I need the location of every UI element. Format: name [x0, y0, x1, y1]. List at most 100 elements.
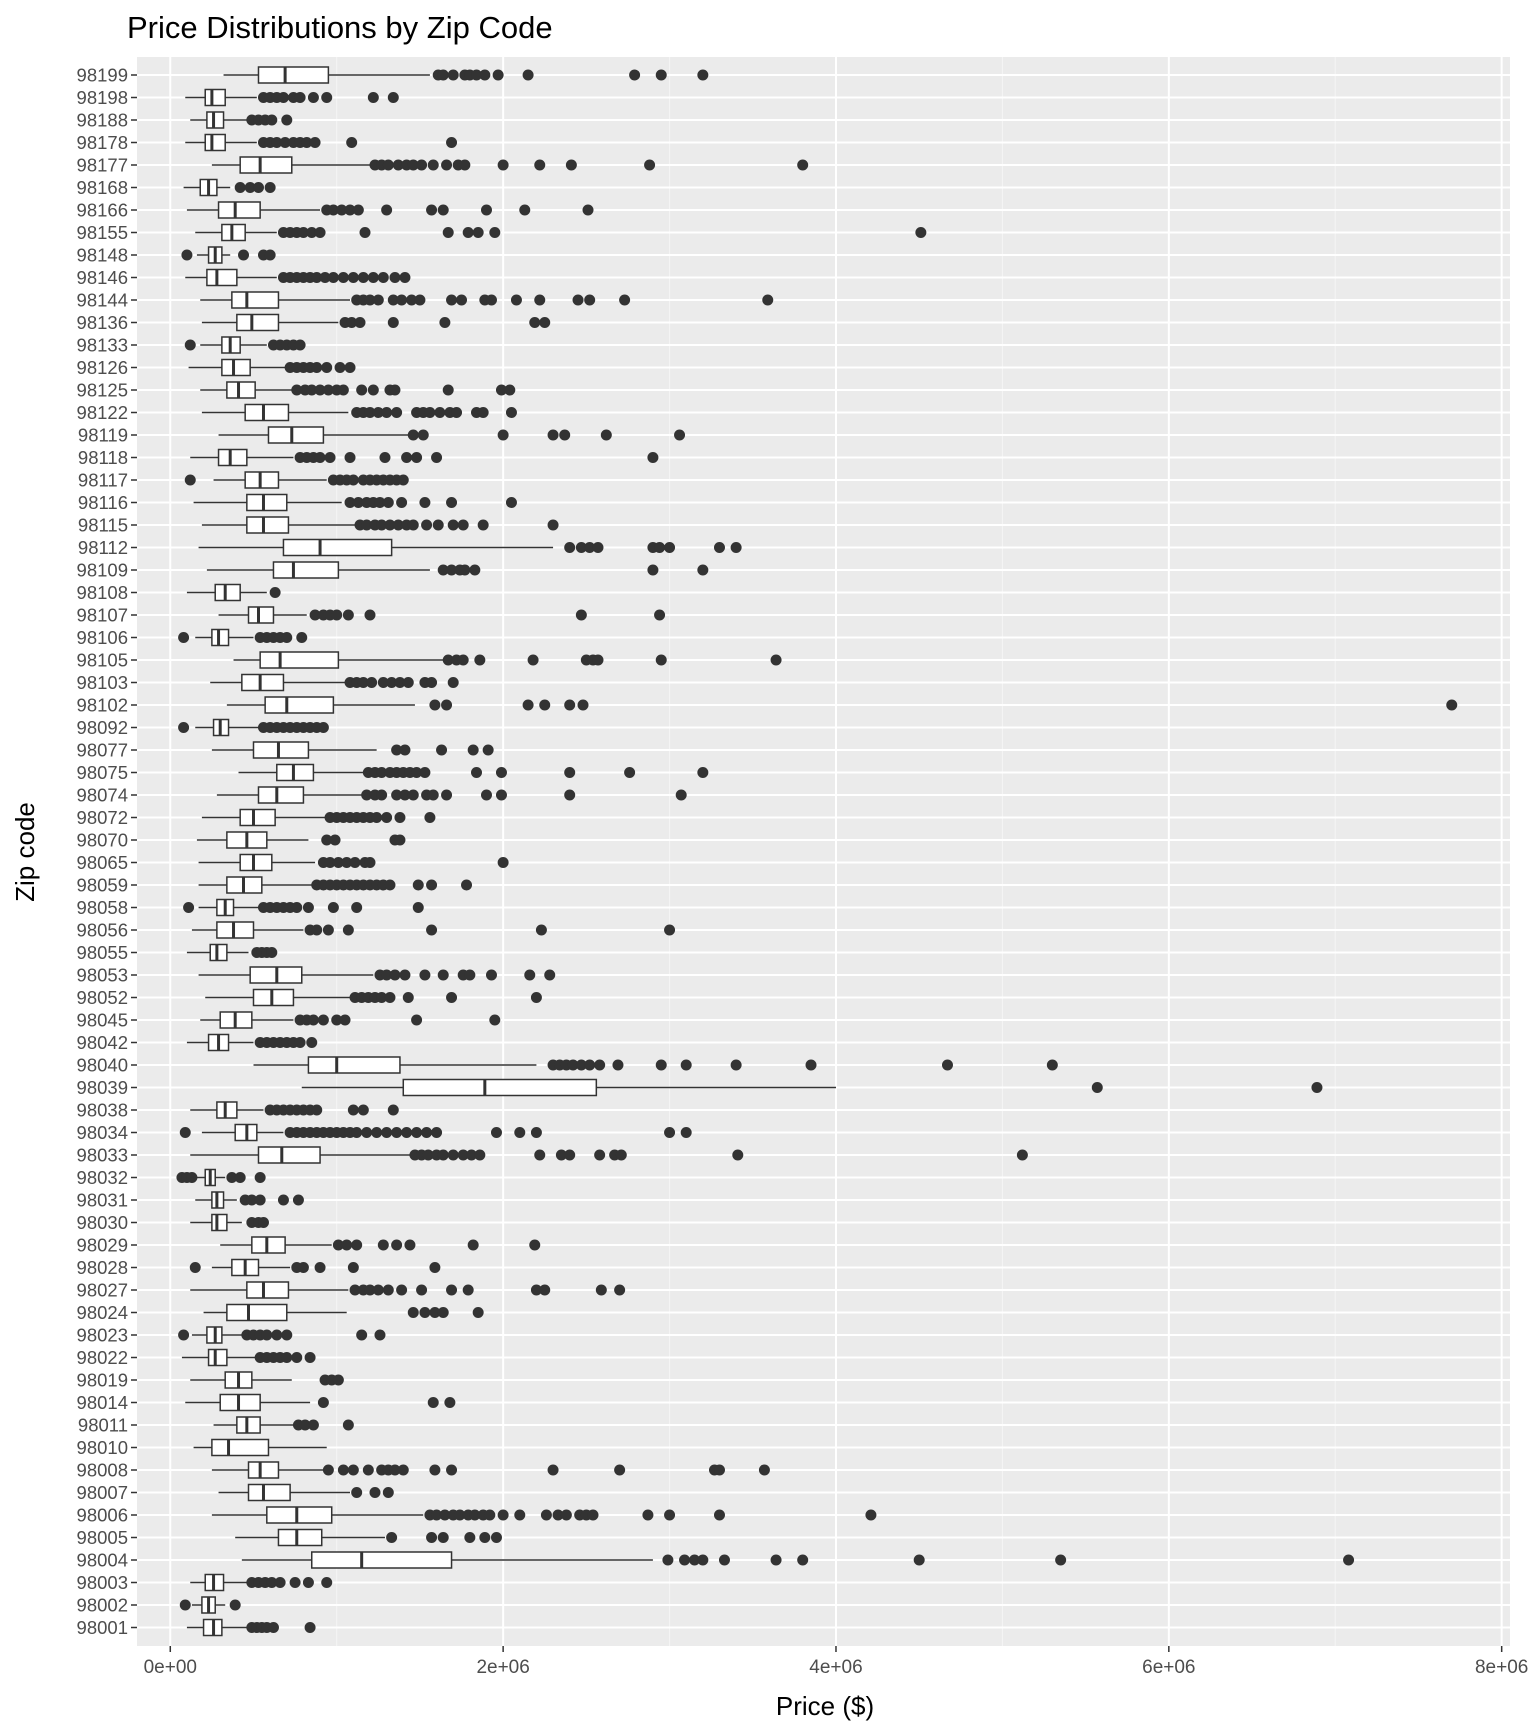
box-98092 — [178, 718, 329, 737]
box-98052 — [205, 988, 542, 1007]
iqr-box — [221, 223, 246, 242]
iqr-box — [257, 786, 305, 804]
outlier-point — [426, 879, 438, 891]
outlier-point — [624, 767, 636, 778]
outlier-point — [361, 789, 373, 801]
y-tick-label: 98119 — [78, 425, 128, 446]
outlier-point — [614, 1284, 626, 1296]
outlier-point — [396, 497, 408, 508]
outlier-point — [697, 69, 709, 81]
y-tick-label: 98126 — [77, 357, 128, 378]
y-tick-label: 98033 — [77, 1145, 128, 1166]
outlier-point — [327, 272, 339, 283]
outlier-point — [426, 677, 438, 688]
outlier-point — [376, 519, 388, 531]
outlier-point — [619, 294, 631, 306]
y-tick-label: 98003 — [77, 1572, 128, 1593]
outlier-point — [399, 789, 411, 801]
outlier-point — [664, 542, 676, 553]
outlier-point — [437, 969, 449, 981]
outlier-point — [614, 1464, 626, 1476]
box-98031 — [195, 1191, 304, 1209]
outlier-point — [354, 317, 366, 328]
outlier-point — [179, 1599, 191, 1611]
outlier-point — [429, 1262, 441, 1273]
outlier-point — [664, 1509, 676, 1521]
outlier-point — [314, 452, 326, 463]
outlier-point — [327, 204, 339, 216]
outlier-point — [592, 654, 604, 666]
outlier-point — [431, 452, 443, 463]
box-98198 — [185, 88, 399, 107]
outlier-point — [680, 1127, 692, 1138]
y-tick-label: 98168 — [77, 177, 128, 198]
y-tick-label: 98107 — [77, 605, 128, 626]
outlier-point — [547, 519, 559, 531]
outlier-point — [336, 204, 348, 216]
outlier-point — [797, 1554, 809, 1566]
outlier-point — [322, 924, 334, 936]
outlier-point — [462, 227, 474, 238]
outlier-point — [1446, 699, 1458, 711]
outlier-point — [384, 879, 396, 891]
outlier-point — [485, 294, 497, 306]
outlier-point — [264, 182, 276, 193]
outlier-point — [479, 1532, 491, 1543]
box-98118 — [190, 448, 659, 467]
outlier-point — [356, 1329, 368, 1341]
outlier-point — [347, 474, 359, 486]
outlier-point — [662, 1554, 674, 1566]
outlier-point — [451, 407, 463, 418]
outlier-point — [419, 497, 431, 508]
outlier-point — [469, 564, 481, 576]
outlier-point — [615, 1149, 627, 1161]
iqr-box — [246, 493, 288, 512]
outlier-point — [679, 1554, 691, 1566]
box-98053 — [198, 966, 556, 984]
y-tick-label: 98052 — [77, 987, 128, 1008]
outlier-point — [474, 1149, 486, 1161]
y-tick-label: 98029 — [77, 1235, 128, 1256]
outlier-point — [306, 384, 318, 396]
x-tick-label: 2e+06 — [476, 1657, 529, 1678]
y-tick-label: 98092 — [77, 717, 128, 738]
outlier-point — [392, 159, 404, 171]
outlier-point — [504, 384, 516, 396]
outlier-point — [369, 1487, 381, 1498]
outlier-point — [304, 1352, 316, 1363]
iqr-box — [204, 133, 226, 152]
iqr-box — [216, 921, 255, 939]
box-98023 — [178, 1326, 386, 1344]
box-98119 — [218, 426, 686, 444]
box-98027 — [190, 1281, 626, 1299]
outlier-point — [359, 227, 371, 238]
iqr-box — [239, 156, 293, 174]
outlier-point — [419, 767, 431, 778]
box-98075 — [238, 763, 709, 782]
iqr-box — [211, 1438, 270, 1457]
outlier-point — [675, 789, 687, 801]
outlier-point — [424, 812, 436, 823]
outlier-point — [419, 1307, 431, 1318]
outlier-point — [301, 137, 313, 148]
outlier-point — [387, 294, 399, 306]
outlier-point — [427, 159, 439, 171]
outlier-point — [401, 452, 413, 463]
outlier-point — [291, 902, 303, 913]
outlier-point — [644, 159, 656, 171]
iqr-box — [244, 403, 290, 422]
iqr-box — [209, 943, 228, 962]
outlier-point — [281, 632, 293, 643]
box-98107 — [218, 606, 666, 624]
outlier-point — [277, 1194, 289, 1206]
chart-title: Price Distributions by Zip Code — [127, 10, 553, 45]
outlier-point — [374, 497, 386, 508]
box-98188 — [190, 111, 293, 129]
box-98103 — [210, 673, 459, 692]
y-tick-label: 98045 — [77, 1010, 128, 1031]
iqr-box — [241, 673, 285, 692]
outlier-point — [376, 767, 388, 778]
outlier-point — [437, 69, 449, 81]
y-tick-label: 98115 — [78, 515, 128, 536]
